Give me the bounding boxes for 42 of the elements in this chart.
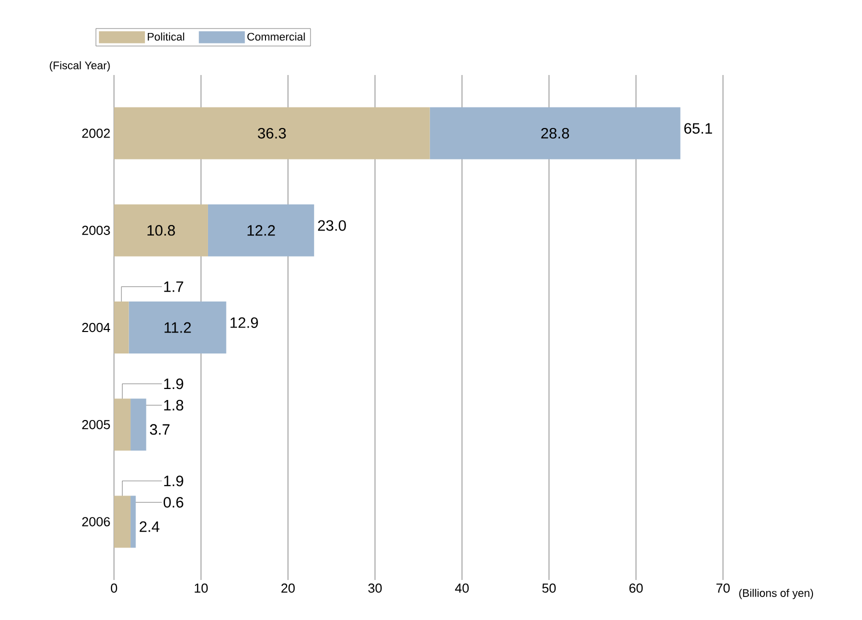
x-axis-title: (Billions of yen) xyxy=(739,588,814,600)
data-label: 1.9 xyxy=(164,476,184,486)
bar xyxy=(114,107,430,160)
y-tick-label: 2004 xyxy=(82,322,110,332)
data-label: 0.6 xyxy=(164,496,184,508)
x-tick-label: 70 xyxy=(716,584,730,593)
data-label: 1.8 xyxy=(164,400,184,410)
x-tick-label: 60 xyxy=(629,584,643,593)
bar xyxy=(114,204,208,256)
bar xyxy=(208,204,314,256)
total-label: 3.7 xyxy=(150,424,170,435)
x-tick-label: 10 xyxy=(194,584,208,593)
y-tick-label: 2002 xyxy=(82,128,110,138)
legend-label: Commercial xyxy=(247,32,305,41)
y-tick-label: 2005 xyxy=(82,420,110,430)
bar xyxy=(130,398,146,451)
data-label: 11.2 xyxy=(164,322,191,333)
data-label: 10.8 xyxy=(148,225,175,236)
y-axis-title: (Fiscal Year) xyxy=(50,61,110,72)
data-label: 12.2 xyxy=(248,225,275,236)
data-label: 28.8 xyxy=(541,128,570,139)
bar xyxy=(114,301,129,354)
bar xyxy=(114,398,131,451)
bar xyxy=(114,496,131,548)
total-label: 2.4 xyxy=(140,521,160,532)
bar xyxy=(430,107,680,160)
x-tick-label: 50 xyxy=(542,584,556,593)
x-tick-label: 40 xyxy=(455,584,469,593)
x-tick-label: 30 xyxy=(368,584,382,593)
data-label: 36.3 xyxy=(258,128,286,139)
data-label: 1.7 xyxy=(164,282,184,292)
total-label: 65.1 xyxy=(684,123,712,134)
x-tick-label: 0 xyxy=(110,584,118,593)
bar xyxy=(128,301,226,354)
data-label: 1.9 xyxy=(164,378,184,390)
legend-label: Political xyxy=(148,32,184,41)
y-tick-label: 2003 xyxy=(82,226,110,235)
total-label: 23.0 xyxy=(318,220,346,231)
total-label: 12.9 xyxy=(230,317,258,328)
bar xyxy=(130,496,136,548)
y-tick-label: 2006 xyxy=(82,517,110,526)
x-tick-label: 20 xyxy=(281,584,295,593)
